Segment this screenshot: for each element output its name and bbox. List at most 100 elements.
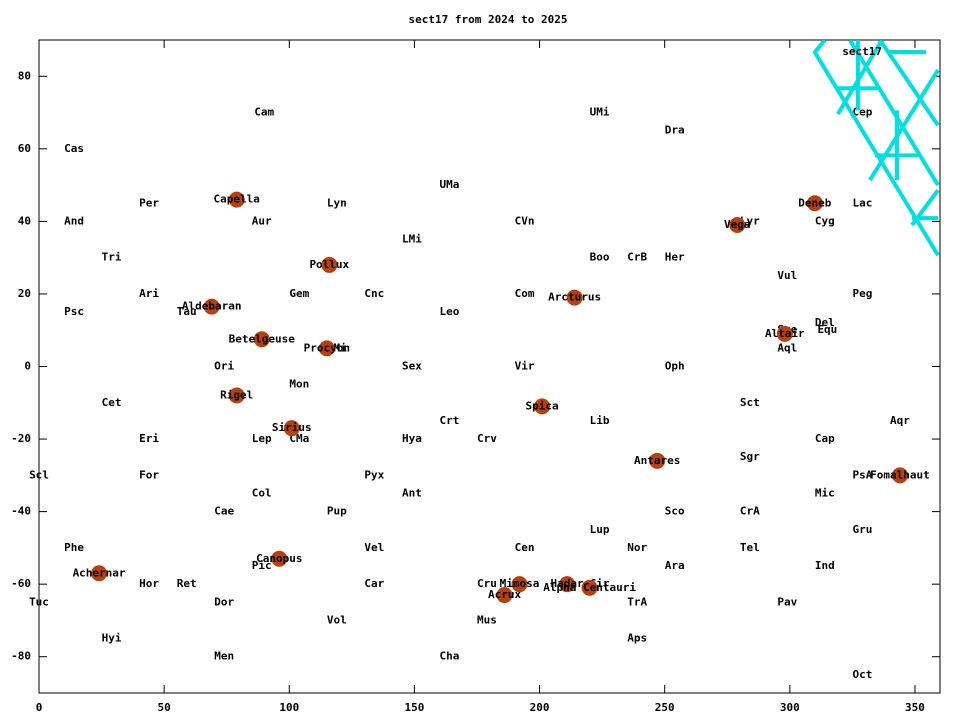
star-label: Canopus: [256, 552, 302, 565]
constellation-label: Aps: [627, 632, 647, 645]
constellation-label: Pic: [252, 559, 272, 572]
y-tick-label: 20: [18, 287, 31, 300]
constellation-label: Gem: [289, 287, 309, 300]
constellation-label: Pup: [327, 505, 347, 518]
constellation-label: Oph: [665, 360, 685, 373]
constellation-label: Oct: [852, 668, 872, 681]
constellation-label: UMi: [590, 106, 610, 119]
y-tick-label: 60: [18, 142, 31, 155]
star-label: Alpha Centauri: [543, 581, 636, 594]
constellation-label: CrB: [627, 251, 647, 264]
y-tick-label: -80: [11, 650, 31, 663]
constellation-label: Sct: [740, 396, 760, 409]
star-point: [283, 420, 300, 437]
constellation-label: Lyn: [327, 196, 347, 209]
constellation-label: Ori: [214, 360, 234, 373]
constellation-label: Crt: [440, 414, 460, 427]
constellation-label: Dor: [214, 595, 234, 608]
star-point: [203, 298, 220, 315]
constellation-label: Dra: [665, 124, 685, 137]
constellation-label: Car: [364, 577, 384, 590]
constellation-label: Tel: [740, 541, 760, 554]
constellation-label: Phe: [64, 541, 84, 554]
star-point: [228, 387, 245, 404]
star-point: [806, 195, 823, 212]
constellation-label: Cap: [815, 432, 835, 445]
y-tick-label: -40: [11, 505, 31, 518]
star-label: Antares: [634, 454, 680, 467]
star-label: Procyon: [304, 341, 350, 354]
constellation-label: Tri: [102, 251, 122, 264]
y-tick-label: 80: [18, 69, 31, 82]
legend-label: sect17: [842, 45, 882, 58]
constellation-label: PsA: [852, 468, 872, 481]
constellation-label: Com: [515, 287, 535, 300]
constellation-label: LMi: [402, 233, 422, 246]
constellation-label: Mic: [815, 486, 835, 499]
star-label: Deneb: [798, 196, 831, 209]
star-label: Hadar: [551, 577, 584, 590]
star-point: [496, 587, 513, 604]
constellation-label: Hor: [139, 577, 159, 590]
series-line: [812, 40, 940, 257]
constellation-label: TrA: [627, 595, 647, 608]
x-tick-label: 200: [530, 701, 550, 714]
x-tick-label: 300: [780, 701, 800, 714]
constellation-label: Ret: [177, 577, 197, 590]
star-point: [891, 467, 908, 484]
constellation-label: Vel: [364, 541, 384, 554]
star-point: [776, 325, 793, 342]
constellation-label: Aql: [777, 341, 797, 354]
constellation-label: Per: [139, 196, 159, 209]
star-point: [318, 340, 335, 357]
y-tick-label: 0: [24, 360, 31, 373]
constellation-label: Pav: [777, 595, 797, 608]
star-label: Arcturus: [548, 291, 601, 304]
constellation-label: For: [139, 468, 159, 481]
constellation-label: Ara: [665, 559, 685, 572]
constellation-label: Lup: [590, 523, 610, 536]
y-tick-label: 40: [18, 214, 31, 227]
y-tick-label: -60: [11, 577, 31, 590]
constellation-label: Cae: [214, 505, 234, 518]
constellation-label: Cen: [515, 541, 535, 554]
constellation-label: Boo: [590, 251, 610, 264]
chart-title: sect17 from 2024 to 2025: [409, 13, 568, 26]
constellation-label: Lac: [852, 196, 872, 209]
constellation-label: Sex: [402, 360, 422, 373]
star-label: Rigel: [220, 389, 253, 402]
constellation-label: Sgr: [740, 450, 760, 463]
star-label: Achernar: [73, 566, 126, 579]
x-tick-label: 0: [36, 701, 43, 714]
constellation-label: Lep: [252, 432, 272, 445]
star-label: Fomalhaut: [870, 468, 930, 481]
constellation-label: And: [64, 214, 84, 227]
constellation-label: Cyg: [815, 214, 835, 227]
constellation-label: Aqr: [890, 414, 910, 427]
constellation-label: Scl: [29, 468, 49, 481]
constellation-label: Vol: [327, 613, 347, 626]
constellation-label: Eri: [139, 432, 159, 445]
star-label: Vega: [724, 218, 751, 231]
x-tick-label: 100: [279, 701, 299, 714]
constellation-label: Cas: [64, 142, 84, 155]
constellation-label: Gru: [852, 523, 872, 536]
star-point: [511, 576, 528, 593]
star-point: [271, 550, 288, 567]
star-label: Mimosa: [500, 577, 540, 590]
star-label: Altair: [765, 327, 805, 340]
x-tick-label: 150: [404, 701, 424, 714]
x-tick-label: 350: [905, 701, 925, 714]
constellation-label: Equ: [817, 323, 837, 336]
star-label: Capella: [214, 193, 260, 206]
star-label: Acrux: [488, 588, 521, 601]
constellation-label: Leo: [440, 305, 460, 318]
star-label: Betelgeuse: [229, 332, 296, 345]
constellation-label: Vir: [515, 360, 535, 373]
constellation-label: Cha: [440, 650, 460, 663]
constellation-label: Hyi: [102, 632, 122, 645]
star-point: [729, 217, 746, 234]
star-point: [253, 331, 270, 348]
star-label: Sirius: [272, 421, 312, 434]
